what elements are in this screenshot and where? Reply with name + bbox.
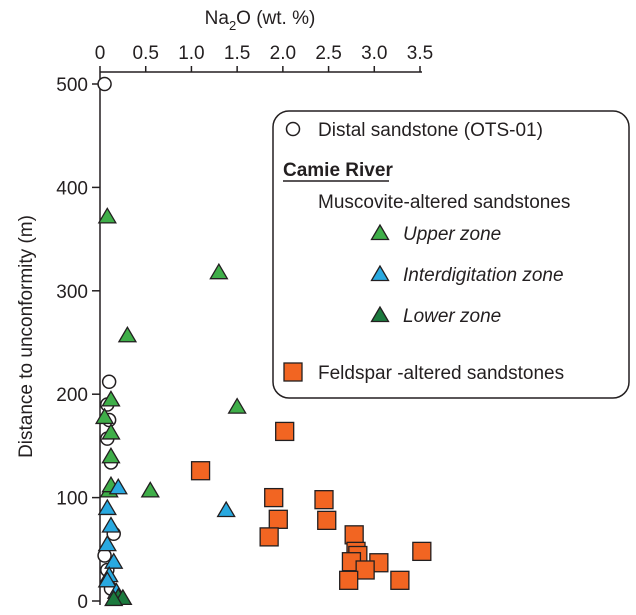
x-tick-label: 0.5 xyxy=(133,43,159,64)
feldspar-data-point xyxy=(344,525,364,545)
feldspar-data-point xyxy=(412,541,432,562)
interdigitation-data-point xyxy=(97,534,117,552)
upper-data-point xyxy=(209,262,229,280)
data-points xyxy=(94,76,432,607)
legend-distal-marker xyxy=(285,121,301,137)
feldspar-data-point xyxy=(317,510,337,530)
y-tick-label: 300 xyxy=(56,282,88,303)
feldspar-data-point xyxy=(314,490,334,510)
y-axis-label: Distance to unconformity (m) xyxy=(16,215,37,458)
feldspar-data-point xyxy=(275,421,295,442)
distal-data-point xyxy=(97,76,112,92)
distal-data-point xyxy=(101,374,117,390)
legend-box xyxy=(272,110,630,399)
upper-data-point xyxy=(94,407,115,425)
feldspar-data-point xyxy=(259,527,279,547)
x-tick-label: 1.5 xyxy=(224,43,250,64)
y-axis: 0 100 200 300 400 500 Distance to unconformit… xyxy=(16,72,101,613)
x-tick-label: 0 xyxy=(95,43,106,64)
upper-data-point xyxy=(101,423,121,440)
x-axis-label: Na2O (wt. %) xyxy=(205,8,316,33)
legend: Distal sandstone (OTS-01) Camie River Musc… xyxy=(272,110,630,399)
x-tick-label: 2.5 xyxy=(315,43,341,64)
x-tick-label: 3.0 xyxy=(361,43,387,64)
y-tick-label: 100 xyxy=(56,489,88,510)
y-tick-label: 0 xyxy=(77,592,88,613)
legend-interdigitation-marker xyxy=(370,264,390,282)
x-tick-label: 2.0 xyxy=(270,43,296,64)
interdigitation-data-point xyxy=(216,500,236,518)
x-axis: 0 0.5 1.0 1.5 2.0 2.5 3.0 3.5 Na2O (wt. %) xyxy=(95,8,433,73)
feldspar-data-point xyxy=(339,570,359,590)
interdigitation-data-point xyxy=(101,516,121,533)
x-tick-label: 1.0 xyxy=(178,43,204,64)
feldspar-data-point xyxy=(268,509,288,529)
legend-lower-label: Lower zone xyxy=(403,306,501,327)
feldspar-data-point xyxy=(390,570,410,590)
interdigitation-data-point xyxy=(104,552,124,569)
feldspar-data-point xyxy=(264,487,284,508)
upper-data-point xyxy=(117,325,138,343)
legend-distal-label: Distal sandstone (OTS-01) xyxy=(318,120,543,141)
upper-data-point xyxy=(140,481,160,498)
feldspar-data-point xyxy=(355,560,375,580)
y-tick-label: 200 xyxy=(56,385,88,406)
legend-group-title: Camie River xyxy=(283,160,393,181)
y-tick-label: 400 xyxy=(56,178,88,199)
upper-data-point xyxy=(101,390,121,407)
legend-lower-marker xyxy=(370,305,390,323)
legend-feldspar-marker xyxy=(283,362,303,382)
legend-upper-label: Upper zone xyxy=(403,224,501,245)
interdigitation-data-point xyxy=(108,477,128,495)
interdigitation-data-point xyxy=(97,571,117,588)
y-tick-label: 500 xyxy=(56,75,88,96)
upper-data-point xyxy=(101,446,121,464)
upper-data-point xyxy=(97,207,117,224)
upper-data-point xyxy=(227,397,247,414)
legend-feldspar-label: Feldspar -altered sandstones xyxy=(318,363,564,384)
interdigitation-data-point xyxy=(97,498,117,516)
legend-upper-marker xyxy=(370,223,390,241)
legend-muscovite-heading: Muscovite-altered sandstones xyxy=(318,192,570,213)
legend-interdigitation-label: Interdigitation zone xyxy=(403,265,564,286)
x-tick-label: 3.5 xyxy=(407,43,433,64)
feldspar-data-point xyxy=(190,461,211,481)
lower-data-point xyxy=(104,589,124,607)
